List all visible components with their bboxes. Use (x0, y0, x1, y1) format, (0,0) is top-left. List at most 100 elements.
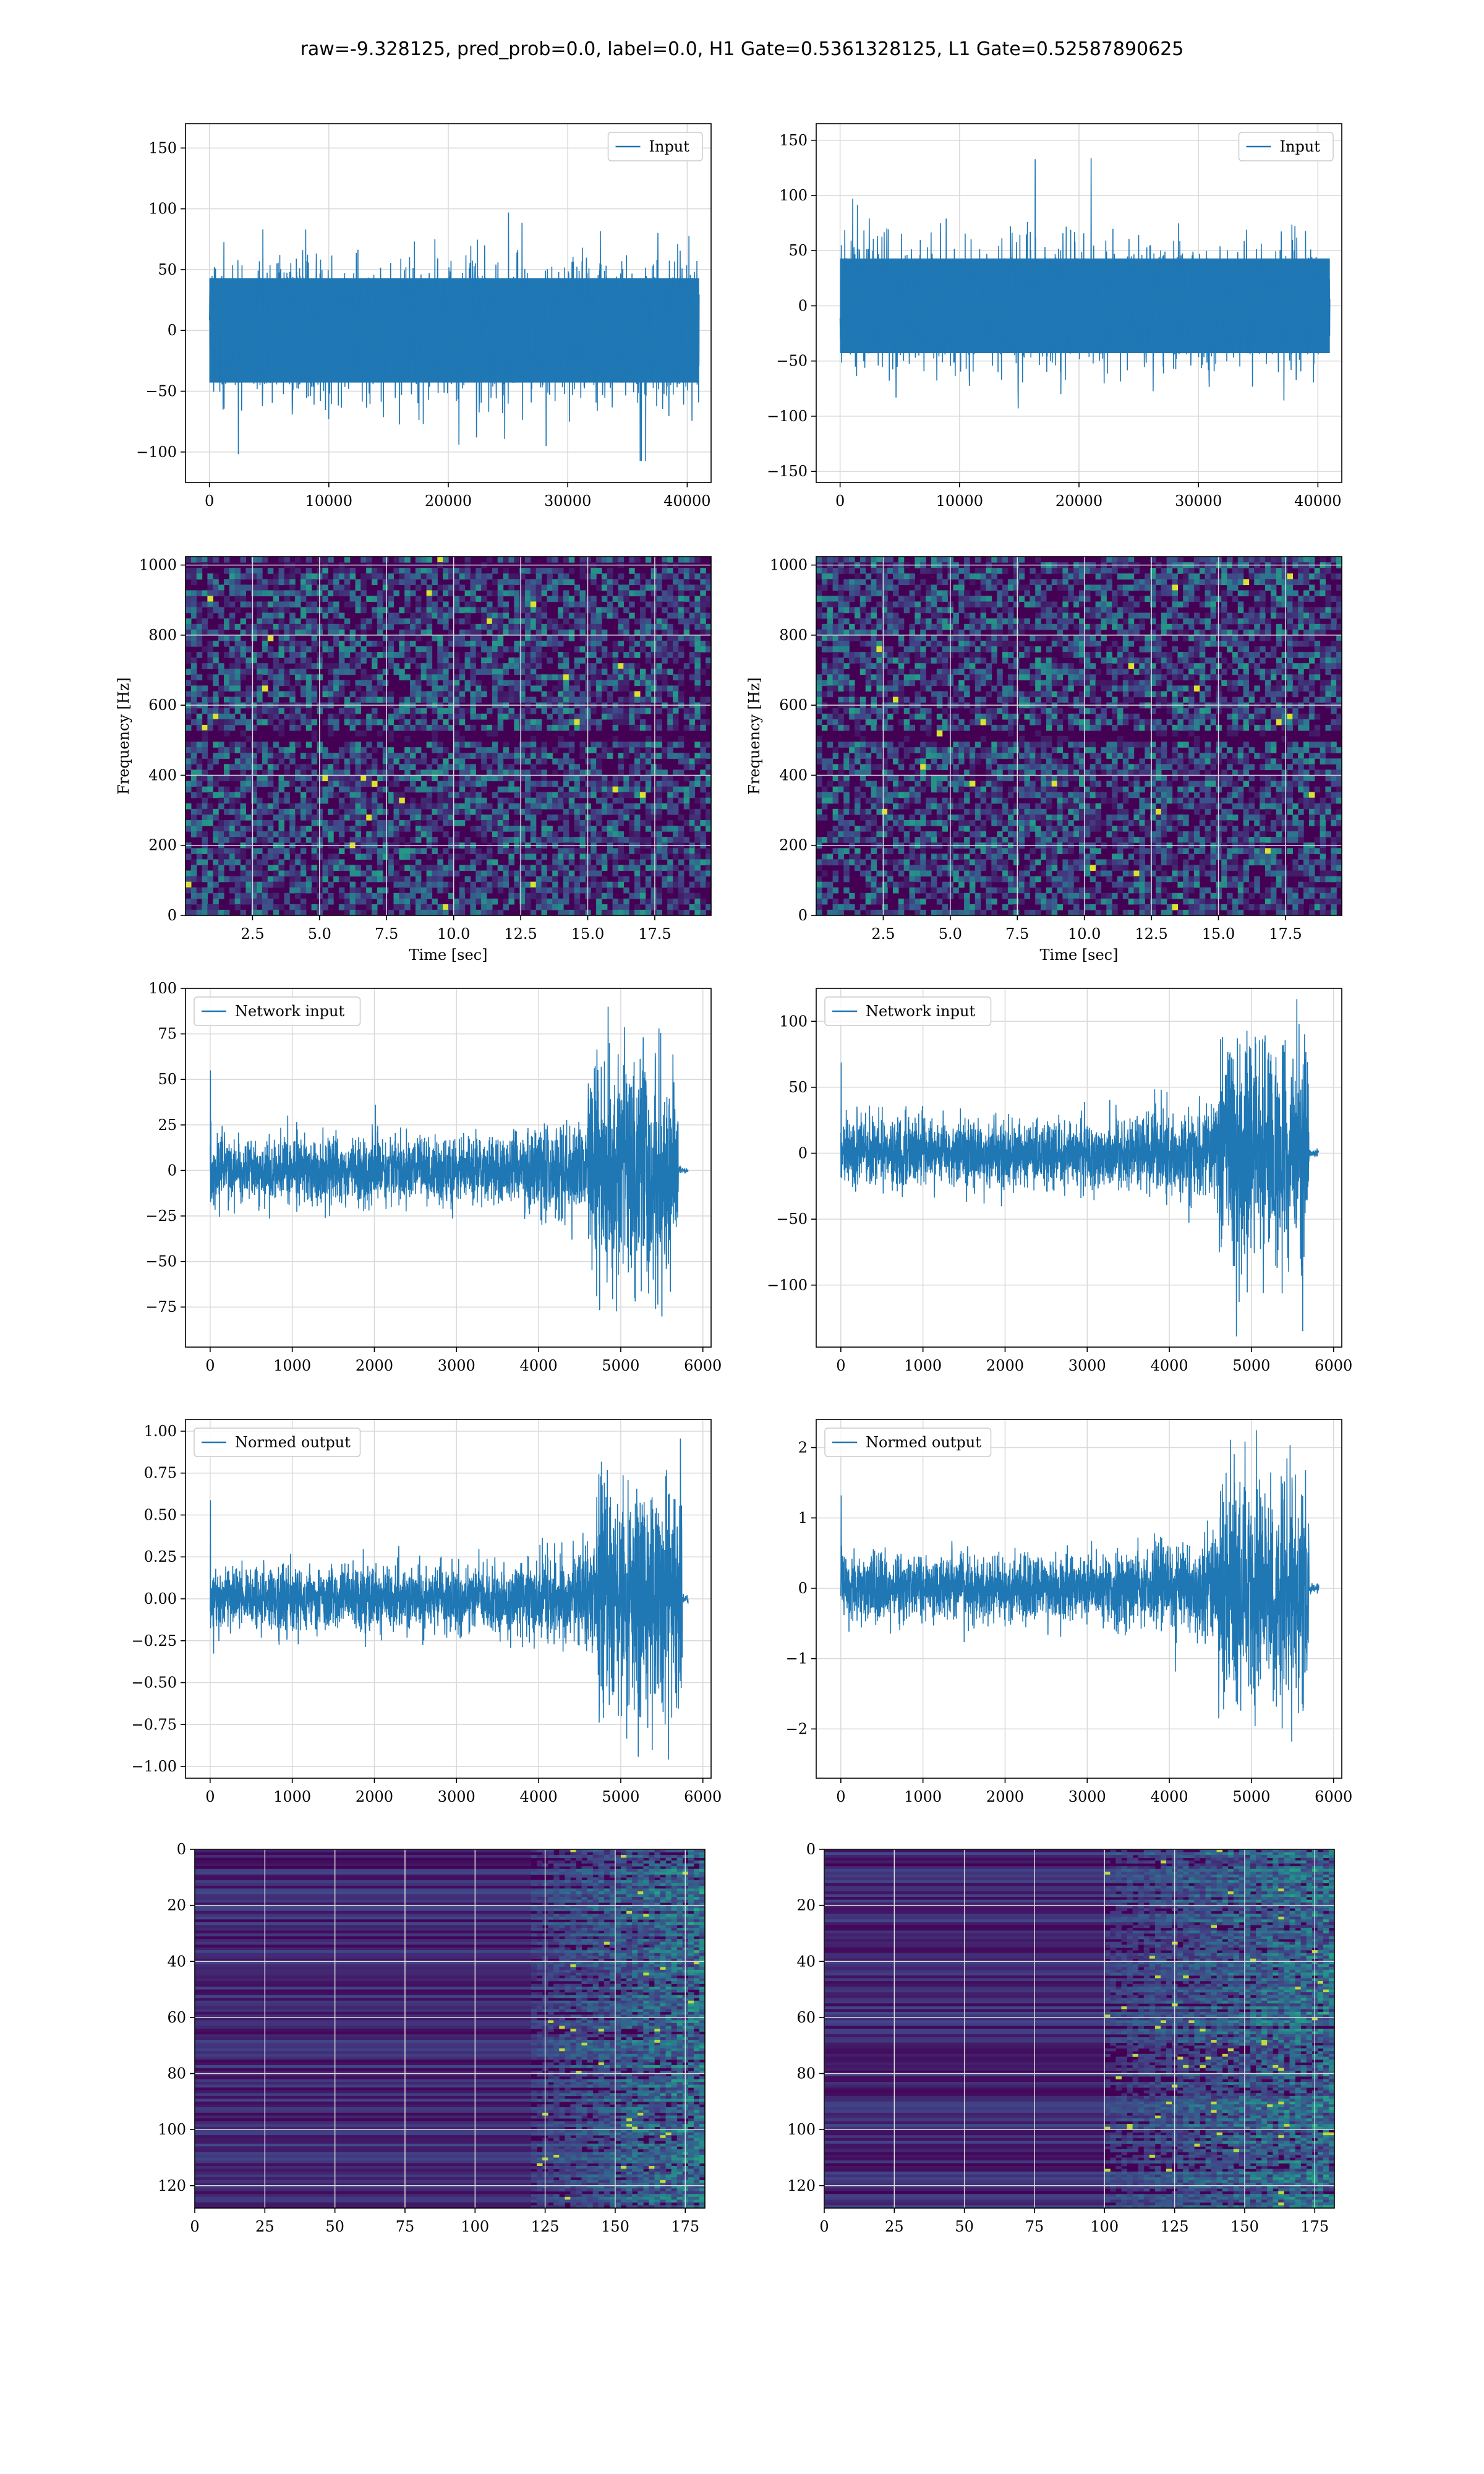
row3-left-ytick-label-6: 75 (158, 1025, 177, 1043)
row1-right-xtick-label-3: 30000 (1175, 492, 1222, 510)
row5-right-frame (824, 1849, 1335, 2209)
row3-left-xtick-label-0: 0 (205, 1357, 215, 1374)
row1-left-ytick-label-3: 50 (158, 261, 177, 278)
row4-left-ytick-label-5: 0.25 (144, 1548, 177, 1565)
row5-left-ytick-label-6: 120 (158, 2177, 186, 2194)
row1-left-xtick-label-0: 0 (205, 492, 214, 510)
row2-right-xtick-label-5: 15.0 (1202, 925, 1235, 943)
row1-left-xtick-label-2: 20000 (425, 492, 472, 510)
row3-left-frame (185, 988, 712, 1348)
row2-right-frame (816, 556, 1342, 916)
row5-right-xtick-label-1: 25 (885, 2218, 904, 2235)
row5-left-axes: 0 25 50 75 100 125 150 175 0 20 40 60 80 100 120 (158, 1841, 706, 2235)
row3-left-xtick-label-3: 3000 (438, 1357, 475, 1374)
row1-right-xtick-label-2: 20000 (1055, 492, 1102, 510)
row3-left-ytick-label-4: 25 (158, 1116, 177, 1134)
row1-right-ytick-label-0: −150 (767, 463, 808, 480)
row2-right-ytick-label-5: 1000 (770, 557, 808, 574)
row5-left-xtick-label-1: 25 (255, 2218, 275, 2235)
row4-right-ytick-label-4: 2 (798, 1439, 808, 1456)
row4-right-xtick-label-0: 0 (836, 1788, 845, 1805)
row5-left-ytick-label-1: 20 (167, 1897, 186, 1914)
row4-left-xtick-label-2: 2000 (356, 1788, 393, 1805)
row2-left-ytick-label-1: 200 (148, 837, 177, 854)
row5-right-ytick-label-5: 100 (787, 2121, 816, 2138)
row1-left-ytick-label-4: 100 (148, 200, 177, 218)
row4-left-xtick-label-5: 5000 (602, 1788, 639, 1805)
row3-right-legend-box (824, 996, 992, 1026)
row4-right-xtick-label-6: 6000 (1315, 1788, 1352, 1805)
row2-right-xtick-label-3: 10.0 (1068, 925, 1101, 943)
row5-right-ytick-label-6: 120 (787, 2177, 816, 2194)
row4-left-ytick-label-1: −0.75 (131, 1716, 177, 1733)
row4-right-ytick-label-0: −2 (786, 1720, 808, 1737)
figure-suptitle: raw=-9.328125, pred_prob=0.0, label=0.0,… (300, 38, 1184, 60)
row5-right-xtick-label-0: 0 (819, 2218, 829, 2235)
row5-right-ytick-label-0: 0 (806, 1841, 816, 1858)
row5-right-xtick-label-7: 175 (1300, 2218, 1329, 2235)
row2-right-ytick-label-1: 200 (779, 837, 808, 854)
row5-left-xtick-label-5: 125 (531, 2218, 560, 2235)
row2-right-xtick-label-6: 17.5 (1269, 925, 1302, 943)
row2-left-ytick-label-2: 400 (148, 766, 177, 784)
row4-left-ytick-label-8: 1.00 (144, 1423, 177, 1440)
row2-right-xlabel: Time [sec] (1040, 946, 1119, 964)
row2-left-frame (185, 556, 712, 916)
row2-left-ytick-label-0: 0 (168, 907, 177, 924)
row2-left-ytick-label-3: 600 (148, 696, 177, 714)
row2-left-xtick-label-2: 7.5 (375, 925, 398, 943)
row5-right-ytick-label-3: 60 (796, 2009, 816, 2026)
row2-right-xtick-label-2: 7.5 (1005, 925, 1029, 943)
row1-left-ytick-label-5: 150 (148, 139, 177, 156)
row3-right-ytick-label-4: 100 (779, 1012, 808, 1030)
row5-right-xtick-label-3: 75 (1025, 2218, 1044, 2235)
row4-left-xtick-label-3: 3000 (438, 1788, 475, 1805)
row2-left-xtick-label-0: 2.5 (241, 925, 264, 943)
row2-right-xtick-label-1: 5.0 (939, 925, 962, 943)
row5-left-image (195, 1849, 706, 2209)
row5-right-xtick-label-2: 50 (955, 2218, 974, 2235)
row1-left-xtick-label-4: 40000 (663, 492, 710, 510)
row3-left-legend-box (194, 996, 361, 1026)
row1-right-axes: 0 10000 20000 30000 40000 −150 −100 −50 0 50 100 15… (767, 123, 1342, 510)
row1-right-ytick-label-6: 150 (779, 132, 808, 149)
row3-right-xtick-label-6: 6000 (1315, 1357, 1352, 1374)
row5-left-ytick-label-2: 40 (167, 1953, 186, 1970)
row2-left-xlabel: Time [sec] (409, 946, 488, 964)
row3-right-axes: 0 1000 2000 3000 4000 5000 6000 −100 −50 0 50 100 Ne… (767, 988, 1352, 1374)
row2-right-xtick-label-4: 12.5 (1135, 925, 1167, 943)
row3-left-xtick-label-5: 5000 (602, 1357, 639, 1374)
row5-right-image (824, 1849, 1335, 2209)
row4-left-ytick-label-0: −1.00 (131, 1758, 177, 1775)
row1-left-xtick-label-1: 10000 (305, 492, 352, 510)
row2-right-image (816, 557, 1342, 916)
row3-left-ytick-label-1: −50 (145, 1253, 177, 1270)
row1-left-legend-label: Input (649, 138, 690, 155)
row4-right-legend-label: Normed output (866, 1434, 981, 1451)
row1-left-series-line (208, 212, 700, 461)
row1-left-ytick-label-1: −50 (145, 383, 177, 400)
row4-left-legend-label: Normed output (235, 1434, 351, 1451)
row3-right-xtick-label-4: 4000 (1151, 1357, 1188, 1374)
row5-left-ytick-label-0: 0 (177, 1841, 186, 1858)
row1-right-ytick-label-3: 0 (798, 297, 808, 314)
row1-right-xtick-label-1: 10000 (936, 492, 983, 510)
row4-right-xtick-label-3: 3000 (1068, 1788, 1106, 1805)
row4-right-xtick-label-5: 5000 (1232, 1788, 1270, 1805)
row4-left-xtick-label-6: 6000 (684, 1788, 722, 1805)
row5-left-xtick-label-0: 0 (190, 2218, 199, 2235)
row2-right-ytick-label-2: 400 (779, 766, 808, 784)
row3-left-axes: 0 1000 2000 3000 4000 5000 6000 −75 −50 −25 0 25 50 7… (145, 980, 722, 1374)
row3-right-ytick-label-1: −50 (776, 1210, 808, 1228)
row2-left-ytick-label-5: 1000 (139, 557, 177, 574)
row2-left-ytick-label-4: 800 (148, 627, 177, 644)
row4-left-ytick-label-4: 0.00 (144, 1590, 177, 1607)
row4-left-xtick-label-4: 4000 (520, 1788, 558, 1805)
row3-right-xtick-label-5: 5000 (1232, 1357, 1270, 1374)
row2-left-image (186, 557, 712, 916)
row4-right-ytick-label-1: −1 (786, 1650, 808, 1667)
row1-right-xtick-label-4: 40000 (1294, 492, 1341, 510)
row1-right-ytick-label-4: 50 (788, 242, 808, 259)
row4-right-frame (816, 1419, 1342, 1779)
